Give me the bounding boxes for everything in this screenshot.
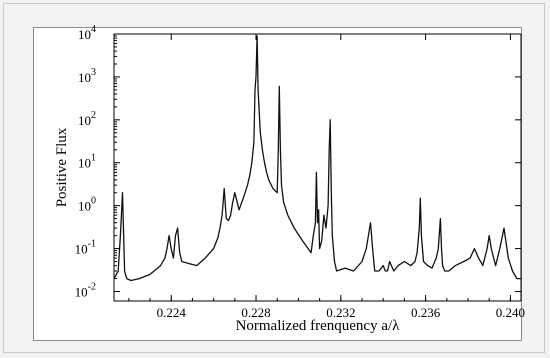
y-tick-exponent: 2 (91, 110, 96, 121)
plot-area (113, 33, 522, 302)
x-tick-label: 0.232 (326, 305, 355, 320)
x-axis-title: Normalized frenquency a/λ (236, 318, 401, 334)
plot-layer: 0.224 0.228 0.232 0.236 0.24010-210-11001011… (75, 24, 525, 320)
x-tick-label: 0.240 (496, 305, 525, 320)
series-line-0 (113, 35, 521, 282)
y-tick-label: 10-2 (75, 281, 96, 299)
y-tick-label: 100 (78, 196, 96, 214)
y-tick-exponent: 0 (91, 196, 96, 207)
y-tick-label: 102 (78, 110, 96, 128)
x-tick-label: 0.228 (241, 305, 270, 320)
y-tick-label: 10-1 (75, 239, 96, 257)
y-tick-exponent: -2 (88, 281, 96, 292)
y-tick-label: 103 (78, 67, 96, 85)
y-tick-label: 104 (78, 24, 96, 42)
y-tick-exponent: 4 (91, 24, 96, 35)
x-tick-label: 0.224 (157, 305, 187, 320)
y-tick-label: 101 (78, 153, 96, 171)
y-axis-title: Positive Flux (54, 127, 70, 207)
y-tick-exponent: -1 (88, 239, 96, 250)
y-tick-exponent: 3 (91, 67, 96, 78)
y-tick-exponent: 1 (91, 153, 96, 164)
x-tick-label: 0.236 (411, 305, 441, 320)
